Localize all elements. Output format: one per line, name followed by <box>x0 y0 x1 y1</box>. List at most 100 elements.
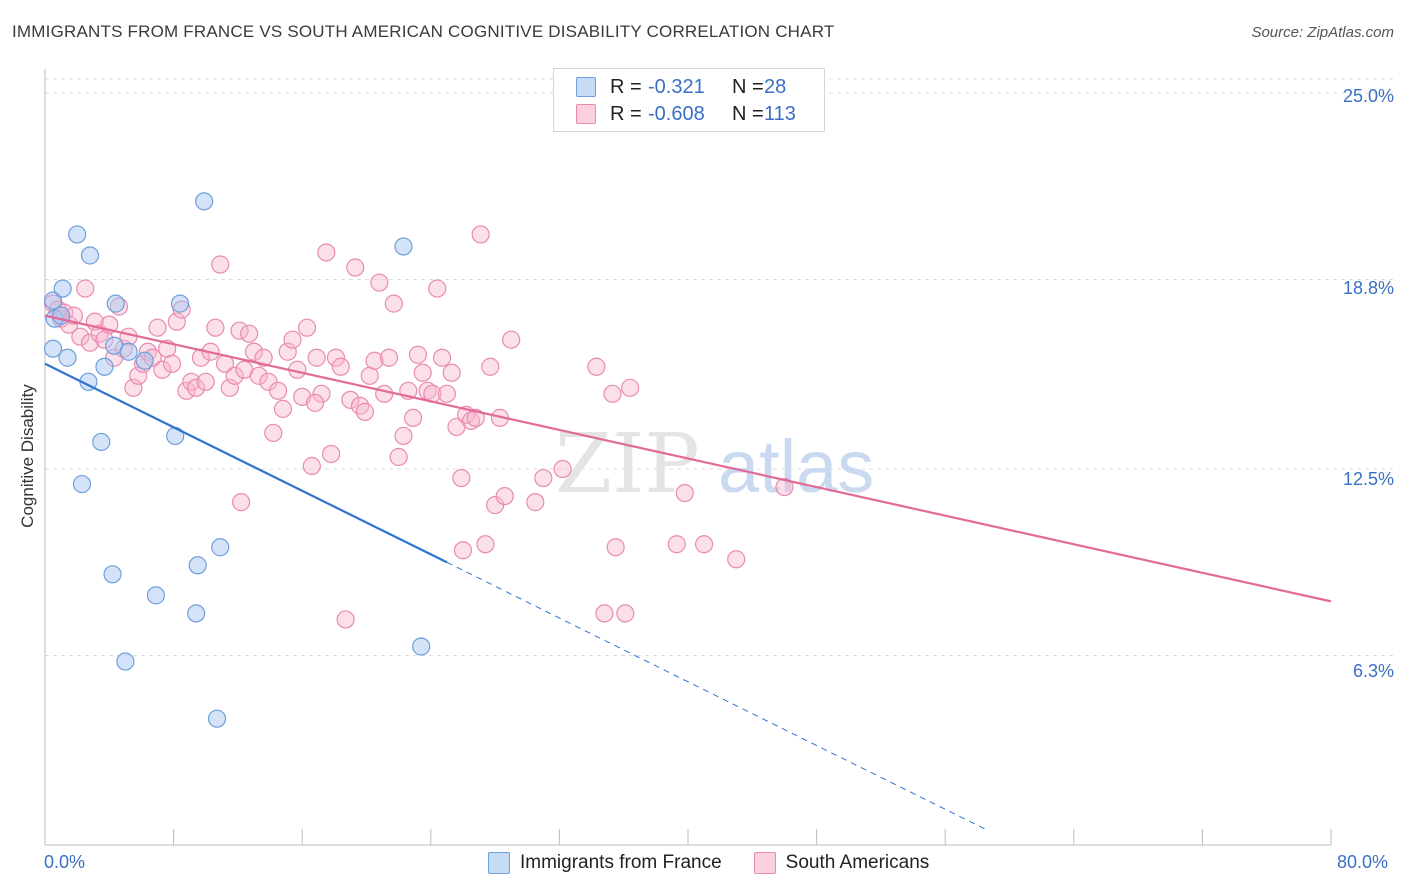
south-americans-points <box>43 225 794 629</box>
data-point-france <box>68 225 87 244</box>
data-point-south-americans <box>312 384 331 403</box>
data-point-france <box>146 586 166 605</box>
data-point-south-americans <box>534 468 553 488</box>
data-point-france <box>211 538 230 557</box>
data-point-south-americans <box>336 610 355 629</box>
data-point-south-americans <box>249 366 268 385</box>
legend-row-france: R = -0.321 N = 28 <box>576 74 786 100</box>
legend-label-france: Immigrants from France <box>520 852 722 873</box>
data-point-france <box>72 474 92 494</box>
data-point-south-americans <box>206 318 225 337</box>
data-point-south-americans <box>148 318 167 337</box>
data-point-south-americans <box>452 468 471 488</box>
data-point-south-americans <box>76 279 95 298</box>
data-point-south-americans <box>196 372 215 391</box>
data-point-france <box>53 279 72 298</box>
y-tick-label: 12.5% <box>1342 469 1394 489</box>
data-point-south-americans <box>603 384 622 403</box>
y-axis-label: Cognitive Disability <box>18 384 37 528</box>
data-point-france <box>116 652 135 671</box>
trend-line-france <box>44 362 448 564</box>
data-point-south-americans <box>775 477 794 497</box>
data-point-south-americans <box>350 396 370 415</box>
n-label: N = <box>732 102 764 125</box>
x-tick-label-left: 0.0% <box>44 852 86 872</box>
data-point-south-americans <box>667 535 686 554</box>
data-point-france <box>207 709 227 728</box>
data-point-france <box>43 339 63 358</box>
data-point-south-americans <box>587 357 606 376</box>
data-point-south-americans <box>297 318 317 337</box>
n-value-south-americans: 113 <box>764 102 796 125</box>
r-label: R = <box>610 102 642 125</box>
data-point-south-americans <box>129 366 148 385</box>
data-point-south-americans <box>616 604 635 623</box>
r-value-south-americans: -0.608 <box>648 102 705 125</box>
data-point-south-americans <box>273 399 293 418</box>
data-point-south-americans <box>502 330 521 349</box>
data-point-south-americans <box>389 447 408 467</box>
r-label: R = <box>610 75 642 98</box>
data-point-south-americans <box>244 342 264 361</box>
data-point-south-americans <box>232 493 251 512</box>
axes <box>44 69 1332 846</box>
data-point-south-americans <box>466 408 485 427</box>
n-label: N = <box>732 75 764 98</box>
data-point-south-americans <box>471 225 490 244</box>
data-point-france <box>80 246 100 265</box>
data-point-south-americans <box>606 538 625 557</box>
data-point-south-americans <box>187 378 206 397</box>
france-swatch <box>576 77 596 97</box>
data-point-south-americans <box>379 348 399 367</box>
south-americans-swatch <box>576 104 596 124</box>
data-point-south-americans <box>322 444 341 464</box>
data-point-south-americans <box>694 535 714 554</box>
data-point-south-americans <box>461 411 481 431</box>
data-point-france <box>412 637 431 656</box>
data-point-south-americans <box>153 360 172 379</box>
data-point-south-americans <box>254 348 273 367</box>
data-point-south-americans <box>476 535 495 554</box>
data-point-south-americans <box>264 423 283 443</box>
data-point-south-americans <box>595 604 614 623</box>
france-swatch <box>488 852 510 874</box>
watermark: ZIP atlas <box>555 417 874 512</box>
data-point-south-americans <box>225 366 244 385</box>
data-point-south-americans <box>71 327 90 346</box>
chart-title: IMMIGRANTS FROM FRANCE VS SOUTH AMERICAN… <box>12 22 835 41</box>
n-value-france: 28 <box>764 75 787 98</box>
data-point-south-americans <box>408 345 428 364</box>
y-tick-label: 6.3% <box>1352 661 1394 681</box>
data-point-france <box>135 351 154 370</box>
data-point-south-americans <box>413 363 432 382</box>
watermark-zip: ZIP <box>555 417 700 512</box>
source-label: Source: ZipAtlas.com <box>1251 24 1394 41</box>
data-point-south-americans <box>341 390 360 409</box>
data-point-south-americans <box>182 372 201 391</box>
data-point-south-americans <box>553 459 572 479</box>
data-point-south-americans <box>331 357 350 376</box>
data-point-south-americans <box>307 348 326 367</box>
data-point-south-americans <box>481 357 500 376</box>
data-point-south-americans <box>675 483 694 503</box>
correlation-legend: R = -0.321 N = 28 R = -0.608 N = 113 <box>553 68 825 132</box>
y-tick-label: 25.0% <box>1342 86 1394 106</box>
data-point-south-americans <box>370 273 389 292</box>
data-point-france <box>195 192 214 211</box>
data-point-south-americans <box>124 378 143 397</box>
data-point-south-americans <box>495 487 514 506</box>
legend-item-france: Immigrants from France <box>488 852 722 874</box>
data-point-south-americans <box>437 384 456 403</box>
data-point-south-americans <box>453 541 473 560</box>
data-point-south-americans <box>278 342 297 361</box>
south-americans-swatch <box>753 852 776 874</box>
data-point-france <box>43 291 63 310</box>
data-point-france <box>106 294 125 313</box>
data-point-south-americans <box>302 456 321 476</box>
data-point-south-americans <box>211 255 230 274</box>
data-point-france <box>58 348 77 367</box>
data-point-south-americans <box>220 378 239 397</box>
data-point-south-americans <box>384 294 403 313</box>
data-point-south-americans <box>404 408 423 427</box>
data-point-south-americans <box>442 363 461 382</box>
